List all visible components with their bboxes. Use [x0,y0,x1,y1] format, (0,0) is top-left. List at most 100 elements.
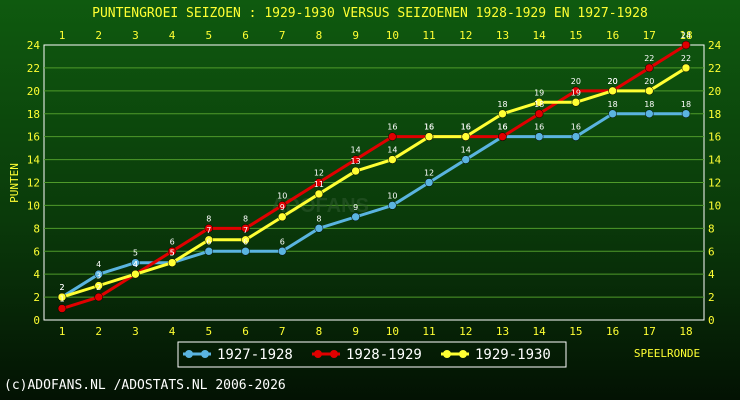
x-tick-label-top: 7 [279,29,286,42]
legend-marker [330,350,338,358]
data-point [388,201,397,210]
y-tick-label-left: 14 [27,154,41,167]
x-tick-label-top: 18 [679,29,692,42]
data-point [461,155,471,164]
data-label: 11 [314,180,324,189]
data-point [204,247,214,256]
x-tick-label-top: 4 [169,29,176,42]
x-axis-label: SPEELRONDE [634,347,700,360]
data-label: 4 [133,260,138,269]
data-point [534,132,544,141]
data-label: 16 [497,123,507,132]
x-tick-label-bottom: 15 [569,325,582,338]
data-label: 2 [96,283,101,292]
data-label: 24 [681,31,691,40]
data-label: 9 [280,203,285,212]
y-tick-label-right: 20 [708,85,721,98]
y-tick-label-right: 18 [708,108,721,121]
y-tick-label-left: 22 [27,62,40,75]
legend-marker [185,350,193,358]
data-label: 5 [170,249,175,258]
data-label: 16 [497,123,507,132]
data-label: 6 [243,237,248,246]
watermark: ADOFANS [271,195,369,217]
y-tick-label-left: 18 [27,108,40,121]
data-point [204,235,214,245]
y-tick-label-left: 24 [27,39,41,52]
data-label: 12 [314,169,324,178]
data-label: 8 [206,214,211,223]
data-label: 16 [534,123,544,132]
data-point [94,269,103,279]
data-point [608,109,617,118]
y-tick-label-right: 4 [708,268,715,281]
data-label: 8 [243,214,248,223]
legend-marker [314,350,322,358]
data-label: 7 [206,226,211,235]
data-point [388,132,397,141]
data-point [534,98,544,107]
data-point [314,224,324,233]
legend-label: 1929-1930 [475,347,551,363]
data-label: 12 [424,169,434,178]
x-tick-label-top: 2 [95,29,102,42]
data-point [351,166,360,176]
data-point [167,258,177,267]
x-tick-label-bottom: 17 [643,325,656,338]
x-tick-label-bottom: 2 [95,325,102,338]
x-tick-label-top: 12 [459,29,472,42]
data-label: 2 [59,283,64,292]
data-label: 2 [59,283,64,292]
data-point [388,155,397,164]
data-label: 1 [59,295,64,304]
x-tick-label-top: 3 [132,29,139,42]
data-point [94,292,103,302]
data-point [534,109,544,118]
y-tick-label-left: 16 [27,131,40,144]
x-tick-label-bottom: 12 [459,325,472,338]
legend-box [177,341,567,368]
data-label: 16 [424,123,434,132]
x-tick-label-bottom: 5 [206,325,213,338]
data-point [424,178,434,187]
data-point [241,247,250,256]
data-label: 5 [170,249,175,258]
legend-label: 1928-1929 [346,347,422,363]
data-label: 14 [351,146,361,155]
data-point [241,224,250,233]
y-tick-label-left: 8 [33,222,40,235]
y-tick-label-left: 4 [33,268,40,281]
x-tick-label-bottom: 3 [132,325,139,338]
x-tick-label-top: 1 [59,29,66,42]
data-point [277,247,287,256]
data-label: 16 [461,123,471,132]
x-tick-label-bottom: 9 [352,325,359,338]
series-line [61,43,687,310]
data-point [314,189,324,199]
y-tick-label-right: 12 [708,177,721,190]
x-tick-label-bottom: 18 [679,325,692,338]
x-tick-label-top: 10 [386,29,399,42]
data-point [645,109,654,118]
series-line [61,112,686,299]
y-tick-label-left: 20 [27,85,40,98]
data-label: 6 [206,237,211,246]
data-point [57,292,67,302]
legend-marker [443,350,451,358]
data-label: 8 [316,214,321,223]
data-label: 14 [461,146,471,155]
y-tick-label-right: 22 [708,62,721,75]
data-label: 6 [170,237,175,246]
data-label: 18 [497,100,507,109]
data-point [167,247,177,256]
x-tick-label-bottom: 6 [242,325,249,338]
data-point [461,132,471,141]
data-label: 7 [243,226,248,235]
y-tick-label-right: 24 [708,39,722,52]
data-label: 18 [681,100,691,109]
data-label: 19 [571,88,581,97]
chart-title: PUNTENGROEI SEIZOEN : 1929-1930 VERSUS S… [92,6,648,21]
x-tick-label-top: 17 [643,29,656,42]
data-label: 4 [96,260,101,269]
